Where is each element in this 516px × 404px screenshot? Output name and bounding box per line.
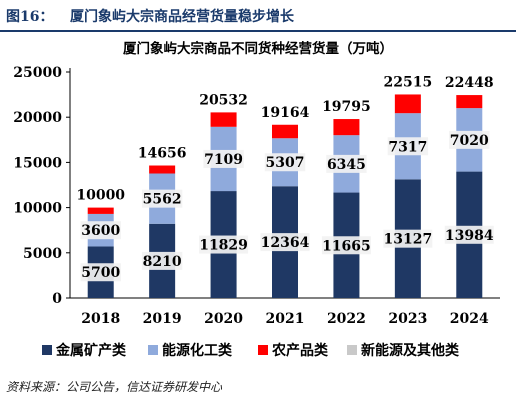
x-tick-label: 2024: [450, 311, 489, 327]
y-tick-label: 0: [52, 291, 62, 307]
data-label-bg: [264, 153, 306, 172]
total-label: 22448: [445, 75, 494, 91]
y-tick-label: 25000: [13, 65, 62, 81]
bar-segment-agri: [272, 124, 298, 139]
x-tick-label: 2023: [388, 311, 427, 327]
bar-segment-agri: [333, 119, 360, 136]
data-label-bg: [199, 235, 249, 254]
data-label-bg: [141, 189, 183, 208]
chart-title: 厦门象屿大宗商品不同货种经营货量（万吨）: [123, 41, 393, 57]
legend-swatch: [258, 345, 268, 355]
legend-swatch: [148, 345, 158, 355]
data-label: 12364: [261, 235, 310, 251]
data-label: 5307: [266, 155, 305, 171]
data-label-bg: [387, 137, 429, 156]
total-label: 22515: [383, 74, 432, 90]
y-tick-label: 20000: [13, 110, 62, 126]
total-label: 20532: [199, 92, 248, 108]
bar-segment-agri: [149, 165, 176, 174]
x-tick-label: 2019: [143, 311, 182, 327]
data-label: 7109: [204, 152, 243, 168]
data-label-bg: [260, 233, 310, 252]
data-label-bg: [326, 154, 367, 173]
bar-segment-agri: [210, 112, 237, 127]
total-label: 19164: [261, 105, 310, 121]
data-label-bg: [141, 251, 183, 270]
data-label: 11665: [322, 238, 371, 254]
x-tick-label: 2018: [81, 311, 120, 327]
figure-title: 厦门象屿大宗商品经营货量稳步增长: [70, 9, 294, 25]
source-note: 资料来源：公司公告，信达证券研发中心: [6, 380, 223, 394]
legend-swatch: [42, 345, 52, 355]
data-label-bg: [80, 263, 121, 282]
data-label-bg: [449, 130, 490, 149]
figure-header: 图16： 厦门象屿大宗商品经营货量稳步增长: [0, 0, 516, 32]
legend-label: 新能源及其他类: [361, 342, 460, 359]
figure-label: 图16：: [6, 9, 54, 25]
data-label: 13127: [383, 232, 432, 248]
bar-segment-agri: [87, 207, 114, 214]
y-tick-label: 15000: [13, 155, 62, 171]
y-tick-label: 10000: [13, 201, 62, 217]
bar-segment-agri: [394, 94, 421, 114]
data-label: 5562: [143, 192, 182, 208]
data-label-bg: [444, 225, 494, 244]
data-label: 5700: [81, 265, 120, 281]
data-label-bg: [321, 236, 371, 255]
x-tick-label: 2022: [327, 311, 366, 327]
total-label: 19795: [322, 99, 371, 115]
header-rule: [0, 30, 516, 32]
data-label-bg: [80, 221, 121, 240]
legend-label: 金属矿产类: [55, 342, 127, 359]
total-label: 10000: [76, 188, 125, 204]
legend-label: 能源化工类: [162, 342, 233, 359]
bar-segment-agri: [456, 95, 483, 109]
data-label: 8210: [143, 254, 182, 270]
data-label: 13984: [445, 228, 494, 244]
legend-label: 农产品类: [271, 342, 329, 359]
data-label: 11829: [199, 238, 248, 254]
data-label-bg: [203, 149, 244, 168]
data-label: 7317: [388, 139, 427, 155]
x-tick-label: 2021: [266, 311, 305, 327]
data-label: 3600: [81, 223, 120, 239]
data-label: 6345: [327, 157, 366, 173]
data-label: 7020: [450, 133, 489, 149]
total-label: 14656: [138, 146, 187, 162]
x-tick-label: 2020: [204, 311, 243, 327]
legend-swatch: [347, 345, 357, 355]
y-tick-label: 5000: [23, 246, 62, 262]
data-label-bg: [383, 229, 433, 248]
